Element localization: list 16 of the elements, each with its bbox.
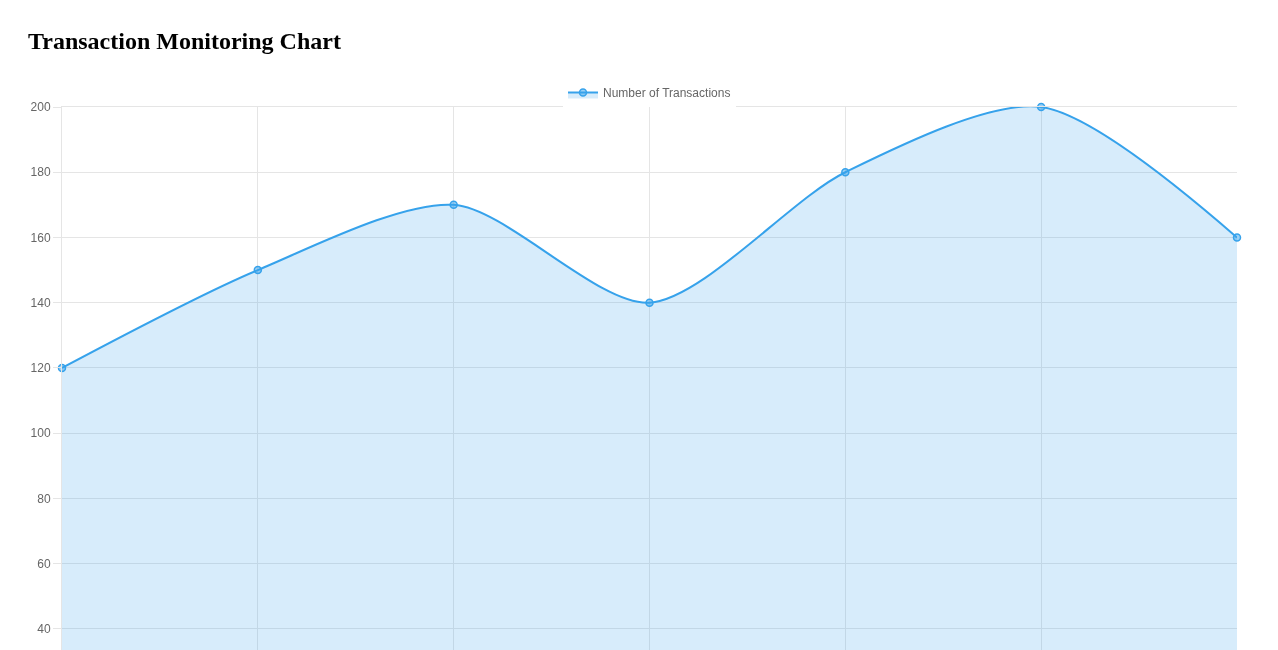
y-tick-label: 60 <box>37 556 51 571</box>
y-tick-label: 140 <box>30 295 51 310</box>
y-tick-label: 80 <box>37 491 51 506</box>
point <box>645 298 654 307</box>
chart-title: Transaction Monitoring Chart <box>28 28 341 55</box>
legend-label: Number of Transactions <box>603 86 731 101</box>
point <box>253 265 263 275</box>
point <box>449 200 458 210</box>
y-tick-label: 180 <box>30 165 51 180</box>
y-tick-label: 120 <box>30 361 51 376</box>
y-tick-label: 100 <box>30 426 51 441</box>
point <box>1232 233 1242 242</box>
y-tick-label: 160 <box>30 230 51 245</box>
y-tick-label: 40 <box>37 622 51 636</box>
y-tick-label: 200 <box>30 100 51 115</box>
point <box>841 167 850 177</box>
